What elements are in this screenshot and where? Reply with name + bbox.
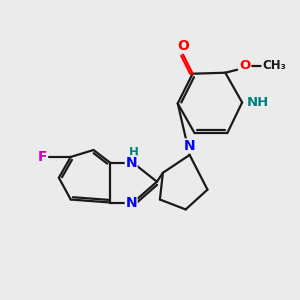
Text: O: O: [239, 59, 251, 72]
Text: O: O: [177, 39, 189, 53]
Text: N: N: [125, 196, 137, 209]
Text: NH: NH: [247, 96, 269, 109]
Text: CH₃: CH₃: [262, 59, 286, 72]
Text: N: N: [184, 139, 195, 153]
Text: H: H: [129, 146, 139, 160]
Text: F: F: [37, 150, 47, 164]
Text: N: N: [125, 156, 137, 170]
